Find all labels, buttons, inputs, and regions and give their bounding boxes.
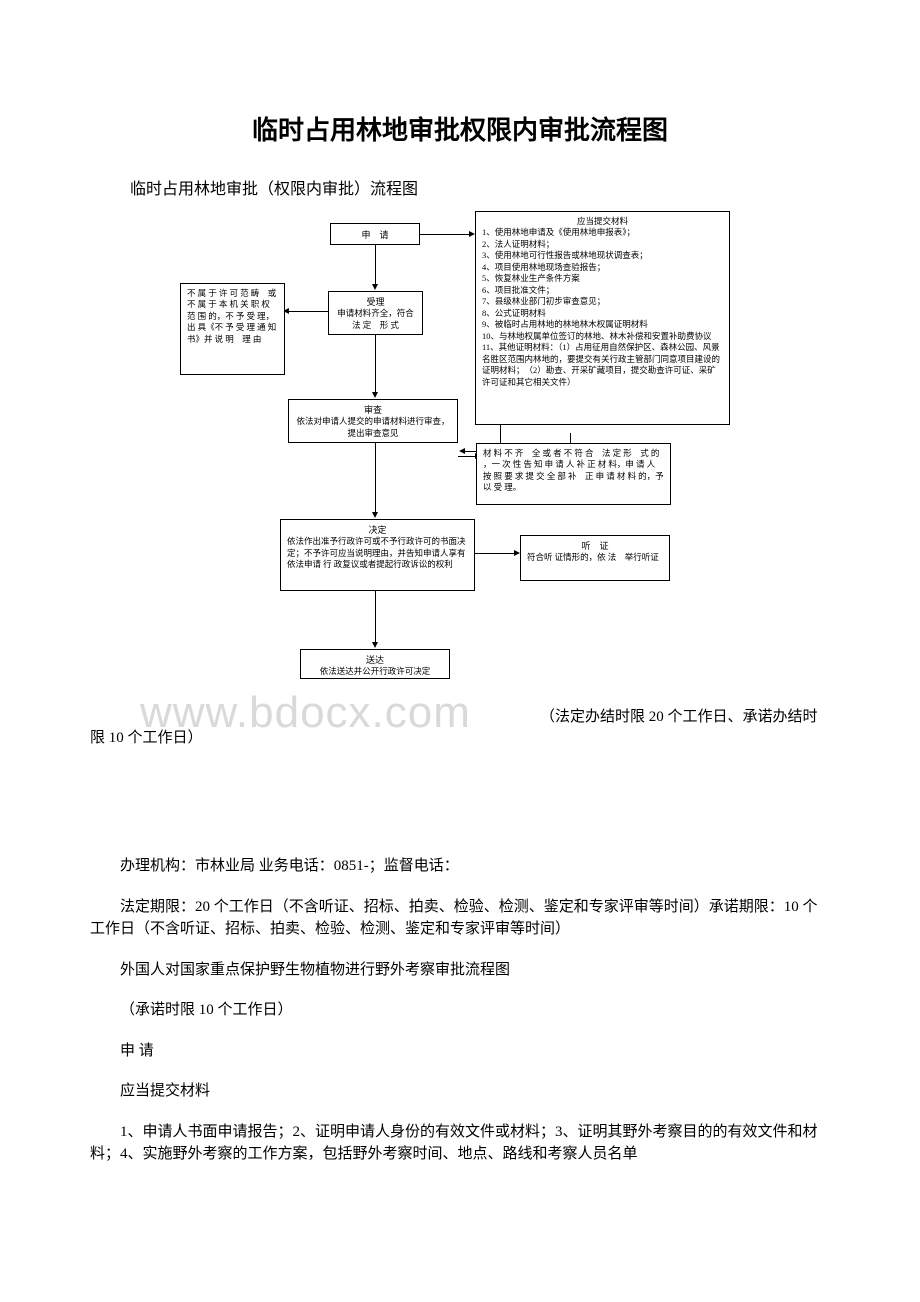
- node-supplement: 材 料 不 齐 全 或 者 不 符 合 法 定 形 式 的 ，一 次 性 告 知…: [476, 443, 671, 505]
- node-hearing: 听 证 符合听 证情形的，依 法 举行听证: [520, 535, 670, 581]
- deliver-title: 送达: [307, 654, 443, 666]
- paragraph-agency: 办理机构：市林业局 业务电话：0851-；监督电话：: [90, 855, 830, 878]
- decide-title: 决定: [287, 524, 468, 536]
- review-body: 依法对申请人提交的申请材料进行审查，提出审查意见: [295, 416, 451, 439]
- hearing-title: 听 证: [527, 540, 663, 552]
- timeline-note-inline: （法定办结时限 20 个工作日、承诺办结时限 10 个工作日）: [90, 709, 818, 746]
- hearing-body: 符合听 证情形的，依 法 举行听证: [527, 552, 663, 563]
- node-accept: 受理 申请材料齐全，符合法 定 形 式: [328, 291, 423, 335]
- node-reject: 不 属 于 许 可 范 畴 或 不 属 于 本 机 关 职 权 范 围 的，不 …: [180, 283, 285, 375]
- review-title: 审查: [295, 404, 451, 416]
- accept-body: 申请材料齐全，符合法 定 形 式: [335, 308, 416, 331]
- flowchart-subtitle: 临时占用林地审批（权限内审批）流程图: [130, 175, 830, 199]
- node-apply: 申 请: [330, 223, 420, 245]
- deliver-body: 依法送达并公开行政许可决定: [307, 666, 443, 677]
- node-materials: 应当提交材料 1、使用林地申请及《使用林地申报表》； 2、法人证明材料； 3、使…: [475, 211, 730, 425]
- flowchart: 申 请 应当提交材料 1、使用林地申请及《使用林地申报表》； 2、法人证明材料；…: [180, 211, 740, 701]
- materials-title: 应当提交材料: [482, 216, 723, 227]
- paragraph-foreigner-title: 外国人对国家重点保护野生物植物进行野外考察审批流程图: [90, 959, 830, 982]
- decide-body: 依法作出准予行政许可或不予行政许可的书面决定；不予许可应当说明理由，并告知申请人…: [287, 536, 468, 570]
- paragraph-deadline: 法定期限：20 个工作日（不含听证、招标、拍卖、检验、检测、鉴定和专家评审等时间…: [90, 896, 830, 941]
- paragraph-materials-header: 应当提交材料: [90, 1080, 830, 1103]
- paragraph-apply: 申 请: [90, 1040, 830, 1063]
- paragraph-materials-list: 1、申请人书面申请报告；2、证明申请人身份的有效文件或材料；3、证明其野外考察目…: [90, 1121, 830, 1166]
- node-deliver: 送达 依法送达并公开行政许可决定: [300, 649, 450, 679]
- page-title: 临时占用林地审批权限内审批流程图: [90, 110, 830, 147]
- materials-body: 1、使用林地申请及《使用林地申报表》； 2、法人证明材料； 3、使用林地可行性报…: [482, 227, 723, 388]
- paragraph-promise: （承诺时限 10 个工作日）: [90, 999, 830, 1022]
- node-decide: 决定 依法作出准予行政许可或不予行政许可的书面决定；不予许可应当说明理由，并告知…: [280, 519, 475, 591]
- node-review: 审查 依法对申请人提交的申请材料进行审查，提出审查意见: [288, 399, 458, 443]
- accept-title: 受理: [335, 296, 416, 308]
